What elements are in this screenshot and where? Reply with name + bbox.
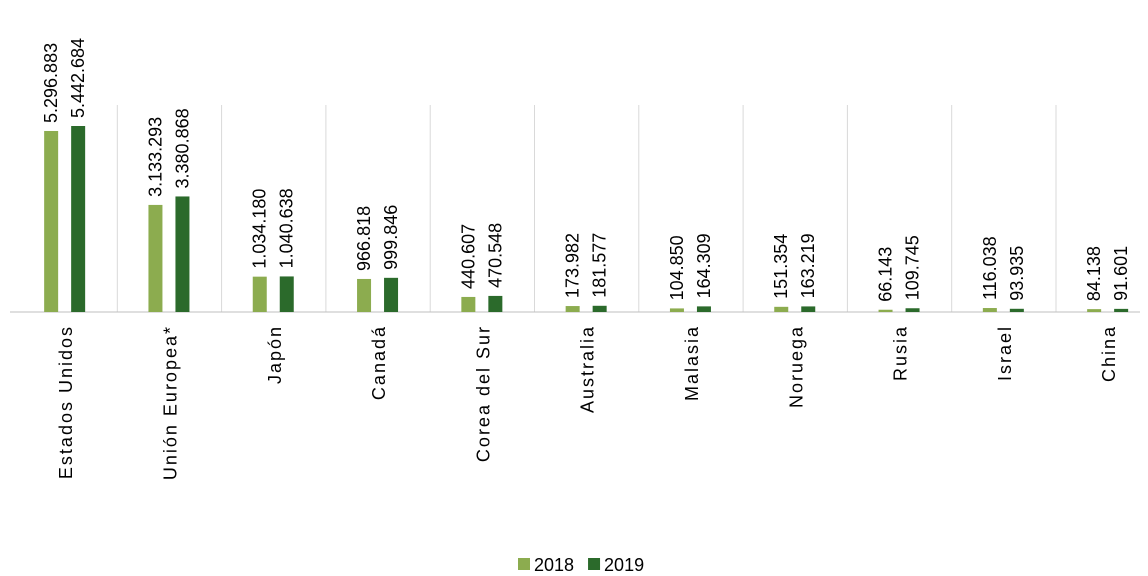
data-label: 109.745 [903,235,923,300]
data-label: 3.133.293 [145,117,165,197]
bar [279,276,294,312]
data-label: 151.354 [771,234,791,299]
bar [1087,309,1102,312]
bar [357,278,372,312]
bar [1009,308,1024,312]
x-tick-label: Estados Unidos [56,325,76,479]
data-label: 163.219 [798,233,818,298]
bar [384,277,399,312]
x-tick-label: Corea del Sur [473,325,493,462]
legend-label: 2018 [534,555,574,575]
bar [71,126,86,312]
data-label: 181.577 [590,233,610,298]
data-label: 966.818 [354,206,374,271]
bar [801,306,816,312]
bar [982,308,997,312]
data-label: 5.442.684 [68,38,88,118]
x-tick-label: Japón [265,325,285,384]
x-tick-label: Israel [995,325,1015,381]
legend-label: 2019 [604,555,644,575]
x-tick-label: Australia [578,325,598,413]
data-label: 66.143 [876,247,896,302]
x-tick-label: Malasia [682,325,702,401]
bar [1114,308,1129,312]
data-label: 1.040.638 [277,188,297,268]
bar [669,308,684,312]
bar [905,308,920,312]
data-label: 104.850 [667,235,687,300]
x-tick-label: Rusia [891,325,911,381]
bar [44,130,59,312]
bar [252,276,267,312]
bar [461,296,476,312]
bar [696,306,711,312]
x-tick-label: Noruega [786,325,806,408]
data-label: 116.038 [980,236,1000,300]
data-label: 173.982 [563,233,583,298]
bar [592,305,607,312]
data-label: 164.309 [694,233,714,298]
data-label: 91.601 [1111,246,1131,301]
legend-swatch [588,558,601,570]
bar [774,306,789,312]
x-tick-label: China [1099,325,1119,382]
data-label: 440.607 [458,224,478,289]
data-label: 999.846 [381,205,401,270]
data-label: 5.296.883 [41,43,61,123]
bar [565,306,580,312]
x-tick-label: Canadá [369,325,389,400]
data-label: 93.935 [1007,246,1027,301]
bar [175,196,190,312]
bar [878,309,893,312]
bar [488,295,503,312]
legend-swatch [518,558,530,570]
data-label: 1.034.180 [250,189,270,269]
data-label: 470.548 [485,223,505,288]
x-tick-label: Unión Europea* [160,325,180,480]
bar [148,204,163,312]
data-label: 3.380.868 [172,108,192,188]
data-label: 84.138 [1084,246,1104,301]
